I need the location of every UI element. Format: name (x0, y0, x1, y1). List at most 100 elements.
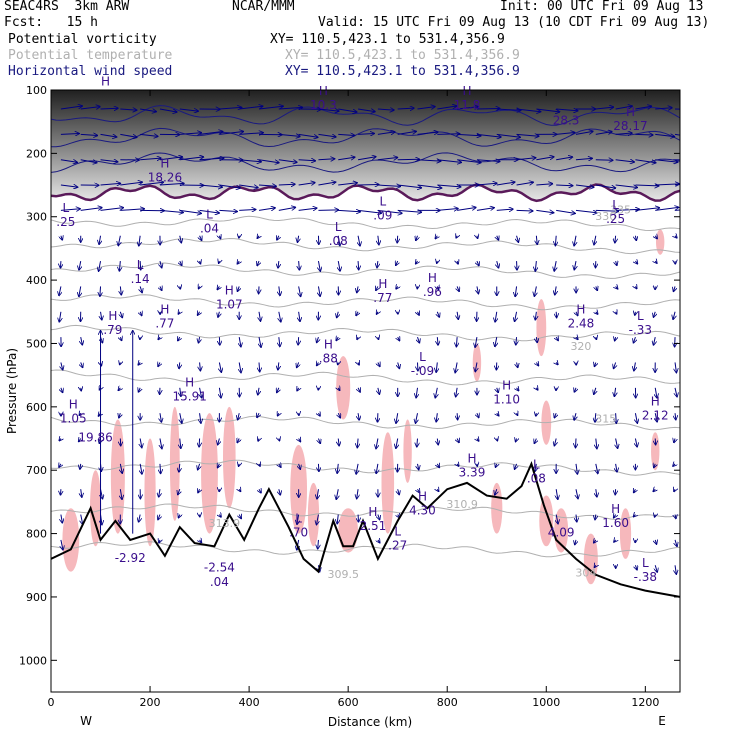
wind-arrow (199, 185, 223, 187)
wind-arrow (635, 565, 637, 569)
wind-arrow (397, 184, 422, 188)
wind-arrow (418, 312, 420, 315)
wind-arrow (496, 464, 497, 467)
wind-arrow (218, 311, 219, 317)
precip-cell (338, 508, 358, 553)
wind-arrow (615, 185, 638, 187)
wind-arrow (139, 235, 140, 246)
wind-arrow (376, 463, 378, 474)
wind-arrow (237, 261, 239, 264)
y-tick-label: 800 (26, 528, 47, 541)
wind-arrow (120, 109, 136, 110)
wind-arrow (140, 438, 142, 448)
wind-arrow (81, 337, 83, 345)
wind-arrow (200, 387, 202, 398)
extremum-value: 10.3 (310, 98, 337, 112)
wind-arrow (398, 362, 400, 368)
wind-arrow (437, 261, 438, 263)
wind-arrow (80, 208, 102, 211)
wind-arrow (239, 515, 241, 519)
wind-arrow (535, 463, 536, 471)
wind-arrow (180, 438, 181, 449)
wind-arrow (198, 463, 200, 470)
wind-arrow (655, 565, 657, 572)
wind-arrow (616, 286, 618, 288)
wind-arrow (476, 183, 497, 185)
theta-contour-line (51, 262, 680, 279)
wind-arrow (179, 463, 180, 472)
extremum-letter: L (295, 512, 302, 526)
wind-arrow (515, 311, 517, 322)
wind-arrow (594, 540, 596, 543)
wind-arrow (417, 160, 441, 161)
wind-arrow (536, 413, 537, 416)
wind-arrow (238, 413, 240, 419)
wind-arrow (655, 236, 657, 239)
wind-arrow (496, 209, 513, 210)
extremum-value: .04 (200, 221, 219, 235)
wind-arrow (198, 489, 200, 492)
wind-arrow (120, 489, 122, 499)
wind-arrow (140, 158, 161, 160)
wind-arrow (158, 514, 160, 520)
wind-arrow (615, 209, 640, 210)
wind-arrow (635, 438, 637, 447)
wind-arrow (298, 160, 316, 161)
wind-arrow (615, 133, 632, 134)
extremum-value: .04 (210, 575, 229, 589)
wind-arrow (317, 336, 319, 342)
wind-arrow (674, 439, 675, 443)
wind-arrow (278, 362, 279, 369)
wind-arrow (634, 336, 636, 343)
wind-arrow (317, 362, 319, 365)
wind-arrow (437, 337, 438, 345)
wind-arrow (536, 108, 559, 112)
wind-arrow (655, 387, 657, 398)
wind-arrow (516, 158, 536, 160)
wind-arrow (417, 184, 442, 188)
x-tick-label: 600 (338, 696, 359, 709)
wind-arrow (398, 489, 400, 494)
wind-arrow (517, 235, 519, 242)
wind-arrow (576, 312, 578, 316)
field-wind-xy: XY= 110.5,423.1 to 531.4,356.9 (285, 64, 520, 79)
wind-arrow (616, 261, 617, 265)
wind-arrow (655, 134, 674, 136)
wind-arrow (516, 337, 517, 345)
wind-arrow (417, 132, 438, 134)
wind-arrow (279, 464, 281, 467)
wind-arrow (517, 413, 518, 415)
wind-arrow (457, 107, 478, 109)
terrain-line (51, 461, 680, 598)
wind-arrow (497, 413, 499, 416)
wind-arrow (60, 106, 82, 110)
wind-arrow (675, 209, 680, 211)
wind-arrow (555, 286, 556, 294)
extremum-letter: H (467, 451, 476, 465)
wind-arrow (139, 514, 141, 522)
wind-arrow (278, 107, 302, 109)
wind-arrow (140, 261, 141, 270)
extremum-value: 1.60 (602, 516, 629, 530)
wind-arrow (140, 182, 163, 186)
theta-label: 304 (575, 567, 596, 580)
wind-arrow (555, 235, 556, 246)
extremum-letter: L (63, 201, 70, 215)
wind-arrow (298, 235, 299, 242)
wind-arrow (675, 539, 677, 546)
wind-arrow (60, 134, 79, 135)
wind-arrow (318, 210, 338, 211)
wind-arrow (159, 540, 160, 543)
wind-arrow (437, 159, 461, 163)
extremum-letter: H (319, 84, 328, 98)
wind-arrow (100, 208, 124, 211)
extremum-value: .79 (103, 323, 122, 337)
wind-arrow (614, 362, 616, 368)
terrain-profile (51, 461, 680, 598)
y-tick-label: 600 (26, 401, 47, 414)
wind-arrow (258, 185, 276, 186)
extremum-letter: L (533, 458, 540, 472)
extremum-value: -.09 (411, 364, 434, 378)
wind-arrow (219, 236, 220, 239)
y-axis-ticks: 100 200 300 400 500 600 700 800 900 1000 (19, 84, 680, 667)
